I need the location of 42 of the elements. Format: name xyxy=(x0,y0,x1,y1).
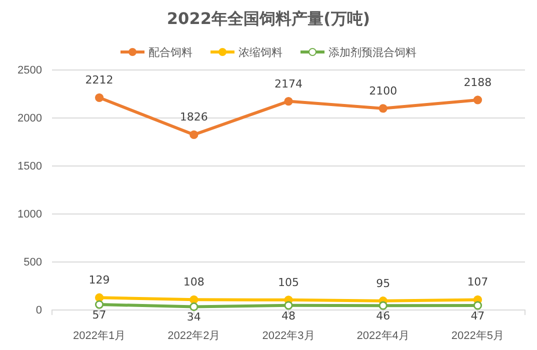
y-tick-label: 1500 xyxy=(18,160,42,173)
y-tick-label: 500 xyxy=(24,256,42,269)
data-label: 34 xyxy=(186,310,201,324)
data-label: 2212 xyxy=(85,74,114,87)
x-tick-label: 2022年4月 xyxy=(356,330,410,342)
data-label: 129 xyxy=(88,274,110,287)
point xyxy=(94,293,104,302)
data-label: 46 xyxy=(376,310,390,323)
data-label: 57 xyxy=(92,308,106,322)
data-label: 2174 xyxy=(274,77,302,90)
point xyxy=(378,301,388,310)
point xyxy=(284,301,293,310)
data-label: 107 xyxy=(467,276,488,289)
y-tick-label: 0 xyxy=(36,304,42,317)
x-tick-label: 2022年2月 xyxy=(168,330,220,342)
data-label: 48 xyxy=(282,309,296,322)
data-label: 95 xyxy=(376,276,390,290)
data-label: 2100 xyxy=(369,84,398,98)
point xyxy=(94,93,104,102)
legend-label: 浓缩饲料 xyxy=(238,46,282,59)
x-tick-label: 2022年1月 xyxy=(73,330,126,342)
point xyxy=(94,300,104,309)
point xyxy=(378,104,388,113)
legend-label: 添加剂预混合饲料 xyxy=(328,46,416,59)
y-tick-label: 1000 xyxy=(18,208,42,221)
x-tick-label: 2022年5月 xyxy=(451,330,504,342)
x-tick-label: 2022年3月 xyxy=(262,330,315,342)
point xyxy=(473,301,482,310)
data-label: 47 xyxy=(470,309,485,322)
data-label: 1826 xyxy=(180,110,208,124)
chart-title: 2022年全国饲料产量(万吨) xyxy=(166,9,370,28)
point xyxy=(190,302,198,312)
data-label: 108 xyxy=(183,276,204,289)
y-tick-label: 2000 xyxy=(18,112,42,125)
y-tick-label: 2500 xyxy=(18,64,42,77)
data-label: 105 xyxy=(278,276,299,289)
legend-label: 配合饲料 xyxy=(148,46,192,59)
point xyxy=(473,96,482,104)
point xyxy=(284,96,293,106)
data-label: 2188 xyxy=(464,76,492,89)
point xyxy=(190,295,198,304)
point xyxy=(190,130,198,140)
